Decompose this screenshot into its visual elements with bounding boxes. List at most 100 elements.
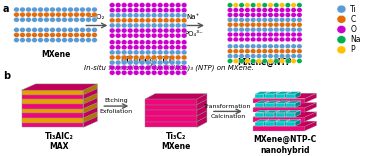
Circle shape — [157, 45, 163, 50]
Circle shape — [32, 12, 37, 17]
Circle shape — [86, 7, 91, 12]
Circle shape — [146, 23, 151, 28]
Circle shape — [297, 32, 302, 37]
Polygon shape — [255, 113, 264, 117]
Circle shape — [80, 17, 85, 22]
Circle shape — [285, 54, 291, 58]
Circle shape — [227, 59, 233, 63]
Circle shape — [38, 32, 43, 37]
Polygon shape — [253, 99, 305, 103]
Circle shape — [62, 7, 67, 12]
Circle shape — [251, 32, 256, 37]
Circle shape — [139, 18, 145, 23]
Circle shape — [256, 37, 262, 42]
Circle shape — [133, 65, 139, 70]
Circle shape — [44, 7, 49, 12]
Polygon shape — [145, 105, 197, 110]
Circle shape — [251, 44, 256, 49]
Circle shape — [169, 18, 175, 23]
Circle shape — [239, 17, 244, 22]
Circle shape — [127, 45, 133, 50]
Polygon shape — [84, 98, 98, 109]
Circle shape — [291, 54, 296, 58]
Circle shape — [68, 38, 73, 43]
Circle shape — [291, 59, 296, 63]
Circle shape — [157, 33, 163, 38]
Circle shape — [227, 54, 233, 58]
Circle shape — [157, 23, 163, 28]
Circle shape — [274, 17, 279, 22]
Circle shape — [262, 8, 267, 12]
Circle shape — [169, 13, 175, 18]
Circle shape — [279, 27, 285, 32]
Circle shape — [285, 22, 291, 27]
Circle shape — [169, 50, 175, 55]
Polygon shape — [145, 110, 197, 116]
Circle shape — [50, 32, 55, 37]
Polygon shape — [265, 110, 280, 113]
Circle shape — [268, 59, 273, 63]
Circle shape — [92, 7, 97, 12]
Text: MXene@TiO₂: MXene@TiO₂ — [121, 56, 176, 65]
Circle shape — [151, 65, 157, 70]
Circle shape — [181, 45, 187, 50]
Circle shape — [233, 44, 239, 49]
Polygon shape — [255, 122, 264, 126]
Circle shape — [146, 60, 151, 65]
Circle shape — [115, 23, 121, 28]
Circle shape — [133, 13, 139, 18]
Polygon shape — [276, 122, 285, 126]
Circle shape — [285, 49, 291, 54]
Circle shape — [133, 18, 139, 23]
Polygon shape — [255, 92, 269, 94]
Circle shape — [279, 17, 285, 22]
Circle shape — [56, 38, 61, 43]
Circle shape — [239, 44, 244, 49]
Circle shape — [14, 27, 19, 32]
Circle shape — [268, 37, 273, 42]
Circle shape — [146, 45, 151, 50]
Circle shape — [256, 59, 262, 63]
Circle shape — [151, 70, 157, 75]
Circle shape — [239, 27, 244, 32]
Circle shape — [151, 23, 157, 28]
Circle shape — [245, 37, 250, 42]
Polygon shape — [145, 99, 197, 105]
Polygon shape — [22, 104, 84, 109]
Circle shape — [169, 70, 175, 75]
Circle shape — [109, 23, 115, 28]
Circle shape — [291, 32, 296, 37]
Circle shape — [62, 17, 67, 22]
Circle shape — [262, 54, 267, 58]
Circle shape — [274, 49, 279, 54]
Polygon shape — [253, 93, 316, 99]
Circle shape — [251, 37, 256, 42]
Polygon shape — [285, 110, 290, 117]
Circle shape — [133, 45, 139, 50]
Circle shape — [38, 12, 43, 17]
Circle shape — [127, 65, 133, 70]
Circle shape — [146, 18, 151, 23]
Circle shape — [32, 32, 37, 37]
Circle shape — [169, 28, 175, 33]
Circle shape — [291, 37, 296, 42]
Circle shape — [274, 12, 279, 17]
Circle shape — [139, 65, 145, 70]
Circle shape — [245, 54, 250, 58]
Circle shape — [139, 13, 145, 18]
Circle shape — [181, 8, 187, 13]
Polygon shape — [84, 93, 98, 104]
Circle shape — [146, 28, 151, 33]
Circle shape — [109, 33, 115, 38]
Polygon shape — [255, 119, 269, 122]
Circle shape — [175, 55, 181, 60]
Circle shape — [74, 17, 79, 22]
Polygon shape — [253, 112, 316, 117]
Polygon shape — [255, 94, 264, 98]
Circle shape — [14, 32, 19, 37]
Circle shape — [121, 13, 127, 18]
Polygon shape — [286, 110, 301, 113]
Circle shape — [279, 54, 285, 58]
Circle shape — [92, 12, 97, 17]
Polygon shape — [274, 101, 280, 107]
